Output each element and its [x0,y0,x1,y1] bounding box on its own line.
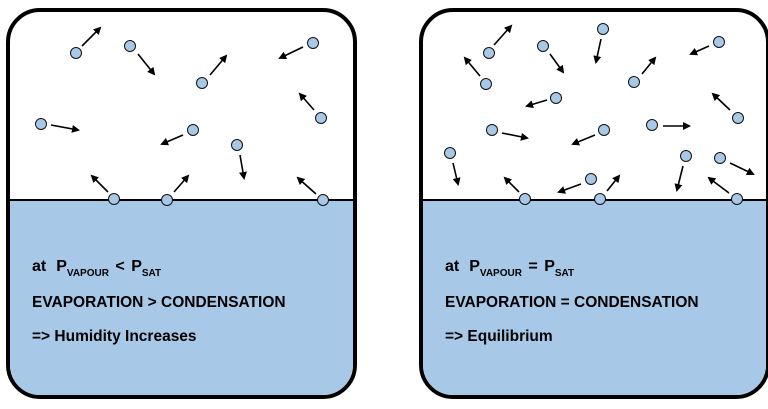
pressure-condition-left: at PVAPOUR < PSAT [32,258,162,279]
motion-arrow [707,176,730,194]
motion-arrow [160,134,184,146]
water-molecule [519,193,531,205]
motion-arrow [689,45,710,56]
motion-arrow [729,162,755,176]
water-molecule [680,150,692,162]
motion-arrow [452,162,461,186]
water-molecule [70,47,82,59]
panel-evaporation-exceeds: at PVAPOUR < PSAT EVAPORATION > CONDENSAT… [6,8,357,399]
motion-arrow [209,54,228,76]
result-right: => Equilibrium [445,328,553,345]
p-sat-letter: P [544,258,555,275]
water-molecule [480,78,492,90]
motion-arrow [50,124,80,133]
water-molecule [594,193,606,205]
motion-arrow [296,176,317,195]
p-vapour-letter: P [56,258,67,275]
panel-equilibrium: at PVAPOUR = PSAT EVAPORATION = CONDENSAT… [419,8,768,399]
water-molecule [585,173,597,185]
comparison-operator: = [528,258,538,275]
motion-arrow [571,134,596,146]
motion-arrow [503,176,520,193]
p-sat-letter: P [131,258,142,275]
water-molecule [315,112,327,124]
water-molecule [483,47,495,59]
water-molecule [486,124,498,136]
water-molecule [550,92,562,104]
pressure-condition-right: at PVAPOUR = PSAT [445,258,575,279]
motion-arrow [525,99,548,109]
water-molecule [714,152,726,164]
vapour-molecules-right [444,23,755,205]
p-vapour-subscript: VAPOUR [66,268,109,279]
motion-arrow [493,24,513,46]
motion-arrow [463,56,481,77]
motion-arrow [606,174,621,192]
water-molecule [35,118,47,130]
motion-arrow [501,132,529,141]
water-molecule [196,77,208,89]
motion-arrow [711,92,731,111]
p-vapour-letter: P [469,258,480,275]
water-molecule [646,119,658,131]
vapour-molecules-left [35,26,329,206]
water-molecule [317,194,329,206]
water-molecule [537,40,549,52]
rate-comparison-left: EVAPORATION > CONDENSATION [32,294,286,311]
motion-arrow [549,53,565,74]
motion-arrow [298,92,315,111]
motion-arrow [557,183,582,194]
motion-arrow [81,26,102,47]
water-molecule [732,112,744,124]
liquid-water-region [10,199,353,395]
rate-comparison-right: EVAPORATION = CONDENSATION [445,294,699,311]
prefix-at: at [32,258,47,275]
motion-arrow [173,174,190,193]
water-molecule [628,76,640,88]
water-molecule [444,147,456,159]
water-molecule [307,37,319,49]
p-sat-subscript: SAT [141,268,162,279]
motion-arrow [278,46,304,60]
motion-arrow [239,154,247,180]
motion-arrow [137,53,156,76]
p-sat-subscript: SAT [554,268,575,279]
motion-arrow [593,38,602,64]
water-molecule [713,36,725,48]
water-molecule [731,193,743,205]
water-molecule [597,23,609,35]
water-molecule [108,193,120,205]
water-molecule [161,194,173,206]
water-molecule [124,40,136,52]
motion-arrow [90,174,109,193]
water-molecule [598,124,610,136]
prefix-at: at [445,258,460,275]
comparison-operator: < [115,258,125,275]
water-molecule [231,139,243,151]
result-left: => Humidity Increases [32,328,197,345]
water-molecule [187,124,199,136]
p-vapour-subscript: VAPOUR [479,268,522,279]
motion-arrow [641,56,657,75]
motion-arrow [674,165,684,192]
